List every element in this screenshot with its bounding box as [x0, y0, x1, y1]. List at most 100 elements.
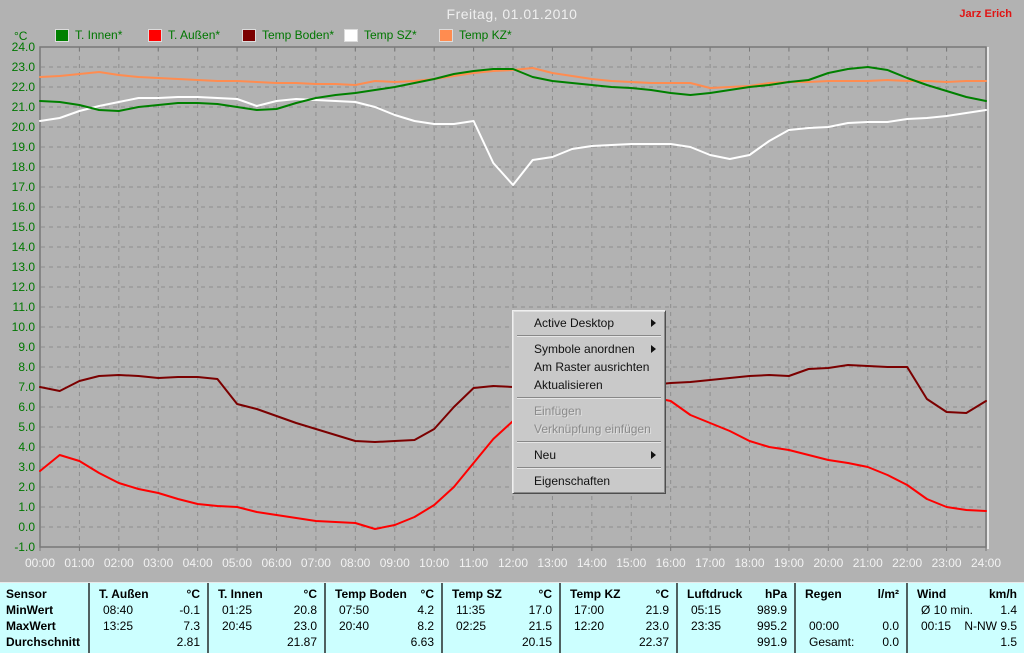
- x-axis-tick-label: 01:00: [64, 556, 94, 570]
- stat-cell-durchschnitt: 2.81: [90, 634, 207, 650]
- user-name-label: Jarz Erich: [959, 8, 1012, 20]
- column-unit: km/h: [988, 587, 1017, 601]
- stat-value: 995.2: [756, 619, 787, 633]
- menu-item-label: Active Desktop: [534, 316, 615, 330]
- stat-value: 991.9: [756, 635, 787, 649]
- y-axis-tick-label: 9.0: [18, 340, 35, 354]
- stat-value: 21.87: [286, 635, 317, 649]
- x-axis-tick-label: 17:00: [695, 556, 725, 570]
- column-unit: °C: [538, 587, 552, 601]
- column-name: T. Innen: [218, 587, 263, 601]
- y-axis-unit-label: °C: [14, 29, 28, 43]
- series-line-temp-kz: [39, 67, 987, 89]
- column-name: Luftdruck: [687, 587, 743, 601]
- stat-time: 23:35: [691, 619, 722, 633]
- x-axis-tick-label: 09:00: [380, 556, 410, 570]
- legend-item-temp-boden-: Temp Boden*: [242, 28, 334, 42]
- y-axis-tick-label: 22.0: [12, 80, 36, 94]
- column-name: Wind: [917, 587, 947, 601]
- menu-item-am-raster-ausrichten[interactable]: Am Raster ausrichten: [515, 358, 663, 376]
- y-axis-tick-label: 19.0: [12, 140, 36, 154]
- y-axis-tick-label: 5.0: [18, 420, 35, 434]
- menu-item-label: Verknüpfung einfügen: [534, 422, 651, 436]
- menu-item-verkn-pfung-einf-gen: Verknüpfung einfügen: [515, 420, 663, 438]
- chart-legend: T. Innen* T. Außen* Temp Boden* Temp SZ* Tem…: [0, 28, 1024, 44]
- sensor-stats-table: Sensor MinWert MaxWert Durchschnitt T. Außen…: [0, 582, 1024, 653]
- column-name: T. Außen: [99, 587, 149, 601]
- table-column-temp-kz: Temp KZ °C 17:00 21.9 12:20 23.0 22.37: [559, 583, 676, 653]
- column-unit: °C: [655, 587, 669, 601]
- column-header: Temp Boden °C: [326, 586, 441, 602]
- stat-value: 23.0: [645, 619, 669, 633]
- stat-cell-minwert: Ø 10 min. 1.4: [908, 602, 1024, 618]
- column-header: Wind km/h: [908, 586, 1024, 602]
- menu-item-label: Am Raster ausrichten: [534, 360, 650, 374]
- y-axis-tick-label: 1.0: [18, 500, 35, 514]
- menu-separator: [517, 467, 661, 469]
- stat-value: 22.37: [638, 635, 669, 649]
- column-unit: °C: [303, 587, 317, 601]
- stat-time: 20:45: [222, 619, 253, 633]
- stat-cell-durchschnitt: 21.87: [209, 634, 324, 650]
- stat-value: 17.0: [528, 603, 552, 617]
- x-axis-tick-label: 07:00: [301, 556, 331, 570]
- column-name: Regen: [805, 587, 842, 601]
- menu-item-aktualisieren[interactable]: Aktualisieren: [515, 376, 663, 394]
- x-axis-tick-label: 10:00: [419, 556, 449, 570]
- legend-color-swatch: [242, 28, 256, 42]
- y-axis-tick-label: 7.0: [18, 380, 35, 394]
- stat-cell-durchschnitt: 1.5: [908, 634, 1024, 650]
- menu-item-eigenschaften[interactable]: Eigenschaften: [515, 472, 663, 490]
- series-line-t-innen: [39, 66, 987, 112]
- column-header: T. Innen °C: [209, 586, 324, 602]
- series-line-temp-sz: [39, 96, 987, 186]
- x-axis-tick-label: 21:00: [853, 556, 883, 570]
- stat-cell-maxwert: 20:40 8.2: [326, 618, 441, 634]
- menu-item-symbole-anordnen[interactable]: Symbole anordnen: [515, 340, 663, 358]
- stat-cell-minwert: [796, 602, 906, 618]
- stat-cell-maxwert: 12:20 23.0: [561, 618, 676, 634]
- y-axis-tick-label: 16.0: [12, 200, 36, 214]
- stat-value: 0.0: [882, 619, 899, 633]
- table-column-temp-boden: Temp Boden °C 07:50 4.2 20:40 8.2 6.63: [324, 583, 441, 653]
- x-axis-tick-label: 08:00: [340, 556, 370, 570]
- y-axis-tick-label: -1.0: [14, 540, 35, 554]
- legend-item-temp-sz-: Temp SZ*: [344, 28, 417, 42]
- x-axis-tick-label: 11:00: [459, 556, 488, 570]
- y-axis-tick-label: 17.0: [12, 180, 36, 194]
- stat-cell-minwert: 11:35 17.0: [443, 602, 559, 618]
- stat-time: 11:35: [456, 603, 486, 617]
- y-axis-tick-label: 2.0: [18, 480, 35, 494]
- y-axis-tick-label: 8.0: [18, 360, 35, 374]
- menu-item-active-desktop[interactable]: Active Desktop: [515, 314, 663, 332]
- column-header: Temp SZ °C: [443, 586, 559, 602]
- date-title: Freitag, 01.01.2010: [446, 6, 578, 22]
- stat-time: 07:50: [339, 603, 370, 617]
- x-axis-tick-label: 02:00: [104, 556, 134, 570]
- stat-time: 05:15: [691, 603, 722, 617]
- column-unit: °C: [420, 587, 434, 601]
- stat-cell-minwert: 07:50 4.2: [326, 602, 441, 618]
- stat-cell-durchschnitt: 20.15: [443, 634, 559, 650]
- legend-item-t-innen-: T. Innen*: [55, 28, 122, 42]
- menu-item-neu[interactable]: Neu: [515, 446, 663, 464]
- column-name: Temp Boden: [335, 587, 407, 601]
- x-axis-tick-label: 22:00: [892, 556, 922, 570]
- column-header: Luftdruck hPa: [678, 586, 794, 602]
- stat-cell-durchschnitt: Gesamt: 0.0: [796, 634, 906, 650]
- x-axis-tick-label: 03:00: [143, 556, 173, 570]
- stat-cell-durchschnitt: 22.37: [561, 634, 676, 650]
- stat-cell-maxwert: 00:00 0.0: [796, 618, 906, 634]
- legend-color-swatch: [55, 28, 69, 42]
- x-axis-tick-label: 14:00: [577, 556, 607, 570]
- table-column-temp-sz: Temp SZ °C 11:35 17.0 02:25 21.5 20.15: [441, 583, 559, 653]
- column-name: Temp KZ: [570, 587, 621, 601]
- menu-item-label: Eigenschaften: [534, 474, 611, 488]
- stat-cell-minwert: 08:40 -0.1: [90, 602, 207, 618]
- x-axis-tick-label: 00:00: [25, 556, 55, 570]
- column-header: Temp KZ °C: [561, 586, 676, 602]
- stat-cell-minwert: 05:15 989.9: [678, 602, 794, 618]
- x-axis-tick-label: 06:00: [261, 556, 291, 570]
- x-axis-tick-label: 19:00: [774, 556, 804, 570]
